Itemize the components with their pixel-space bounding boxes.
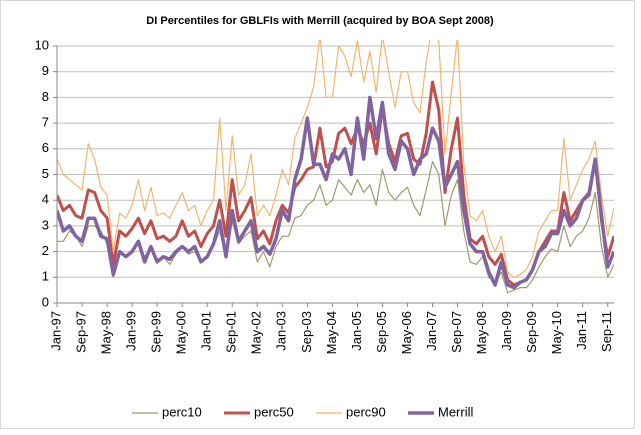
x-tick-label: May-00: [174, 311, 189, 354]
y-tick-label: 5: [42, 166, 49, 181]
legend-label: perc50: [254, 404, 294, 419]
chart-border: [0, 0, 635, 429]
x-tick-label: Jan-03: [274, 311, 289, 351]
y-tick-label: 6: [42, 140, 49, 155]
x-tick-label: May-98: [99, 311, 114, 354]
x-tick-label: Sep-09: [524, 311, 539, 353]
y-tick-label: 9: [42, 63, 49, 78]
y-tick-label: 3: [42, 217, 49, 232]
x-tick-label: Jan-05: [349, 311, 364, 351]
y-tick-label: 1: [42, 269, 49, 284]
x-tick-label: Jan-01: [199, 311, 214, 351]
x-tick-label: May-10: [549, 311, 564, 354]
x-tick-label: May-04: [324, 311, 339, 354]
x-tick-label: Jan-09: [499, 311, 514, 351]
y-tick-label: 4: [42, 192, 49, 207]
x-tick-label: Sep-11: [599, 311, 614, 352]
y-tick-label: 8: [42, 89, 49, 104]
y-tick-label: 10: [35, 37, 49, 52]
series-line: [57, 95, 614, 290]
chart-title: DI Percentiles for GBLFIs with Merrill (…: [146, 15, 494, 27]
x-tick-label: Jan-11: [574, 311, 589, 350]
legend-label: perc90: [346, 404, 386, 419]
series-line: [57, 40, 614, 278]
x-tick-label: Jan-07: [424, 311, 439, 351]
y-tick-label: 2: [42, 243, 49, 258]
x-tick-label: Jan-99: [124, 311, 139, 351]
legend-label: perc10: [162, 404, 202, 419]
y-tick-label: 7: [42, 115, 49, 130]
x-tick-label: May-02: [249, 311, 264, 354]
plot-lines: [57, 40, 614, 294]
x-tick-label: Jan-97: [48, 311, 63, 351]
x-tick-label: Sep-07: [449, 311, 464, 353]
x-tick-label: Sep-97: [73, 311, 88, 353]
axes: 0 1 2 3 4 5 6 7 8 9 10 Jan-97 Sep-97 May-98 Jan-99 Sep-…: [35, 37, 615, 354]
x-tick-label: Sep-01: [224, 311, 239, 353]
x-tick-label: May-08: [474, 311, 489, 354]
x-tick-label: May-06: [399, 311, 414, 354]
x-tick-label: Sep-03: [299, 311, 314, 353]
legend-label: Merrill: [438, 404, 473, 419]
x-tick-label: Sep-99: [149, 311, 164, 353]
y-tick-label: 0: [42, 294, 49, 309]
x-tick-label: Sep-05: [374, 311, 389, 353]
